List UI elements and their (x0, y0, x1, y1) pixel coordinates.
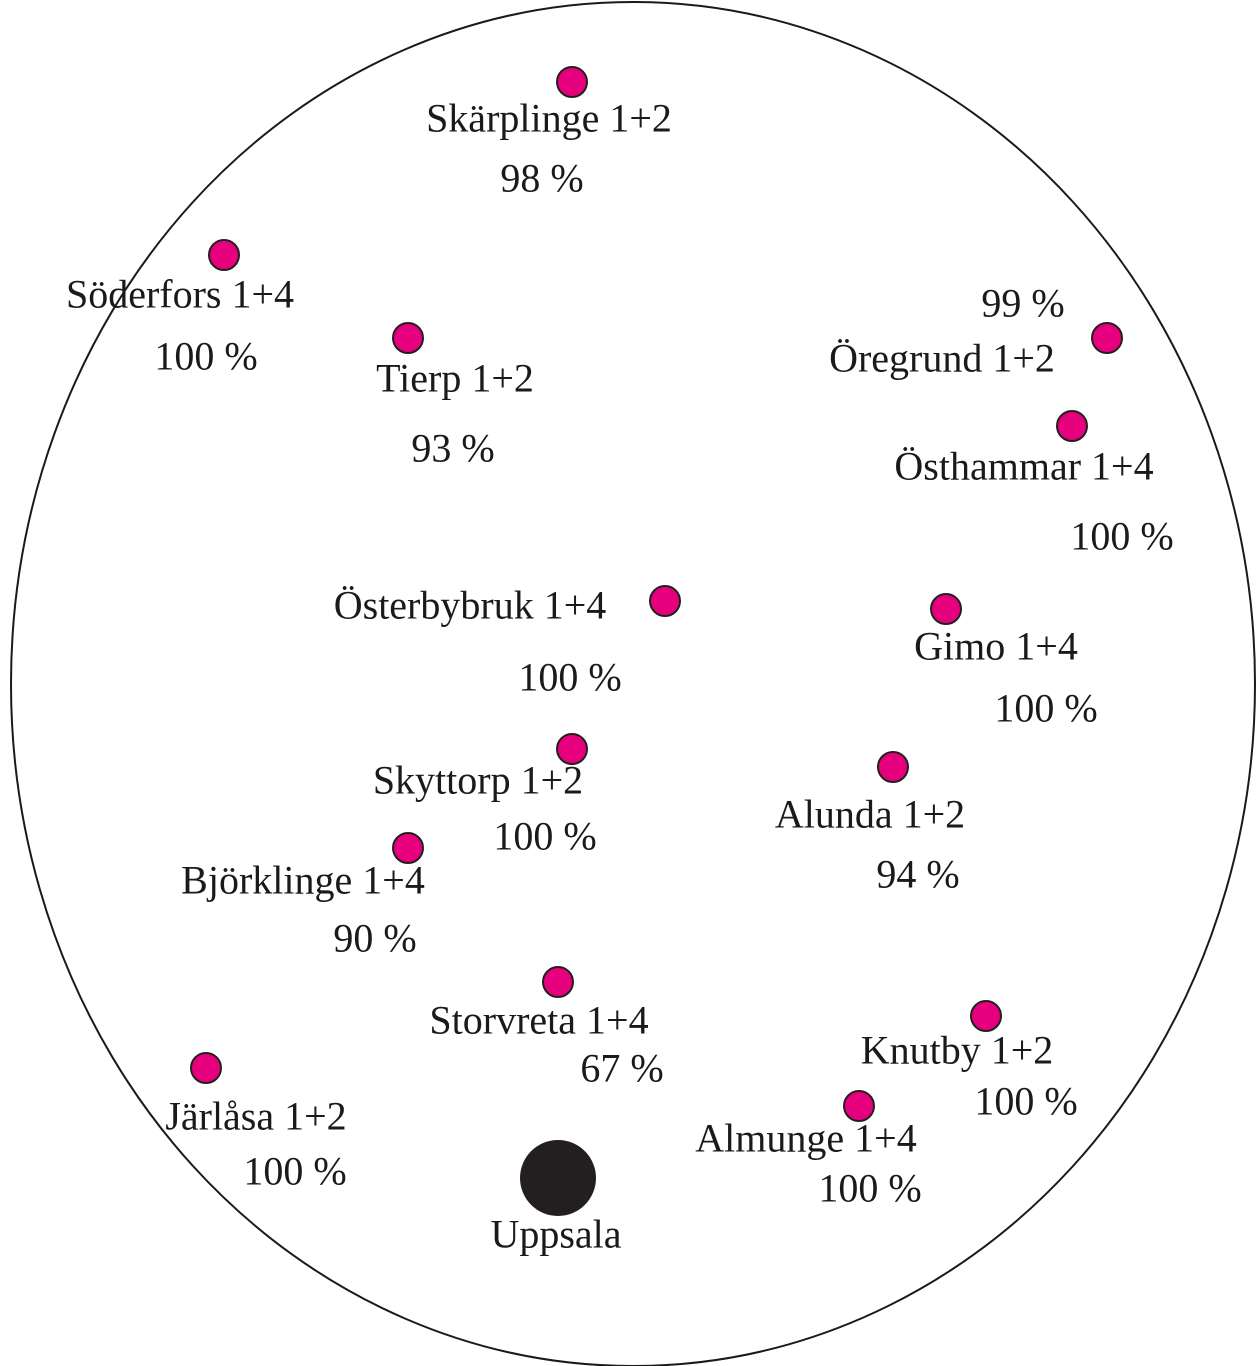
coverage-label: 100 % (994, 686, 1097, 731)
place-label: Tierp 1+2 (376, 356, 534, 401)
place-dot (970, 1000, 1002, 1032)
center-dot (520, 1140, 596, 1216)
place-label: Björklinge 1+4 (181, 858, 425, 903)
place-dot (930, 593, 962, 625)
coverage-label: 99 % (981, 281, 1064, 326)
coverage-label: 67 % (580, 1046, 663, 1091)
place-label: Österbybruk 1+4 (334, 583, 607, 628)
place-dot (843, 1090, 875, 1122)
coverage-label: 100 % (154, 334, 257, 379)
place-dot (1056, 410, 1088, 442)
coverage-label: 93 % (411, 426, 494, 471)
place-label: Storvreta 1+4 (429, 998, 648, 1043)
coverage-label: 94 % (876, 852, 959, 897)
coverage-label: 90 % (333, 916, 416, 961)
place-label: Alunda 1+2 (775, 792, 965, 837)
place-dot (208, 239, 240, 271)
coverage-label: 100 % (243, 1149, 346, 1194)
place-label: Gimo 1+4 (914, 624, 1078, 669)
place-label: Skyttorp 1+2 (373, 758, 583, 803)
coverage-label: 100 % (1070, 514, 1173, 559)
place-label: Öregrund 1+2 (829, 336, 1055, 381)
center-label: Uppsala (490, 1212, 621, 1257)
place-dot (392, 832, 424, 864)
place-label: Almunge 1+4 (695, 1116, 916, 1161)
place-dot (649, 585, 681, 617)
place-label: Skärplinge 1+2 (426, 96, 672, 141)
coverage-label: 100 % (518, 655, 621, 700)
coverage-label: 100 % (974, 1079, 1077, 1124)
place-dot (1091, 322, 1123, 354)
coverage-label: 98 % (500, 156, 583, 201)
place-label: Östhammar 1+4 (894, 444, 1153, 489)
coverage-label: 100 % (818, 1166, 921, 1211)
place-dot (542, 966, 574, 998)
region-outline (10, 1, 1256, 1366)
place-dot (190, 1052, 222, 1084)
place-dot (877, 751, 909, 783)
place-dot (556, 733, 588, 765)
place-dot (556, 66, 588, 98)
place-label: Söderfors 1+4 (66, 272, 294, 317)
coverage-label: 100 % (493, 814, 596, 859)
place-dot (392, 322, 424, 354)
place-label: Järlåsa 1+2 (165, 1094, 346, 1139)
place-label: Knutby 1+2 (861, 1028, 1054, 1073)
